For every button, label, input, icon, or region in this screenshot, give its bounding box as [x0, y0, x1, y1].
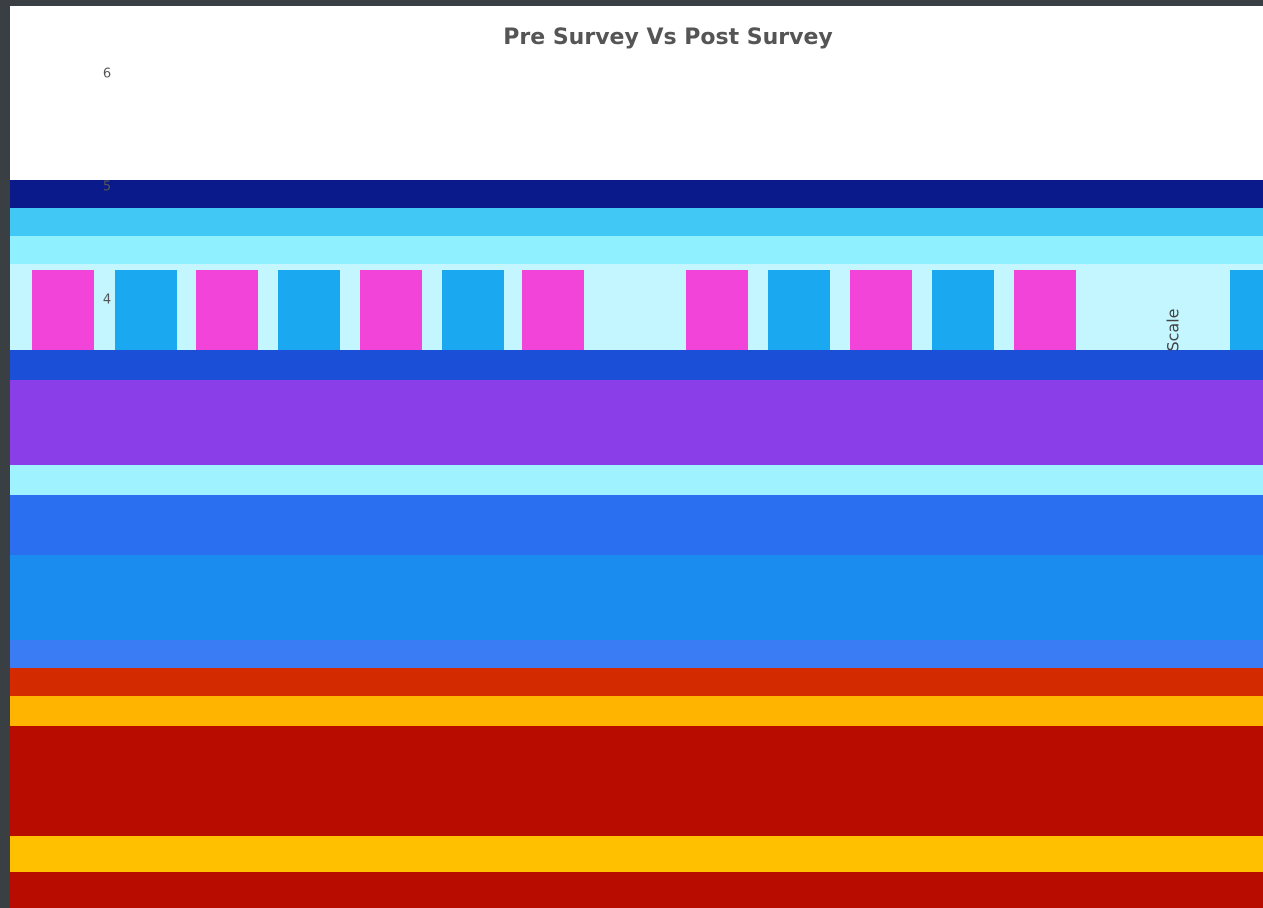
y-axis-label: Scale [1164, 308, 1183, 351]
y-tick-label: 5 [103, 180, 111, 195]
chart-title: Pre Survey Vs Post Survey [503, 25, 832, 50]
corrupted-region [10, 180, 1263, 908]
screenshot: Pre Survey Vs Post Survey Scale 4 5 6 [0, 0, 1263, 908]
y-tick-label: 4 [103, 293, 111, 308]
y-tick-label: 6 [103, 67, 111, 82]
chart: Pre Survey Vs Post Survey Scale 4 5 6 [0, 0, 1263, 908]
